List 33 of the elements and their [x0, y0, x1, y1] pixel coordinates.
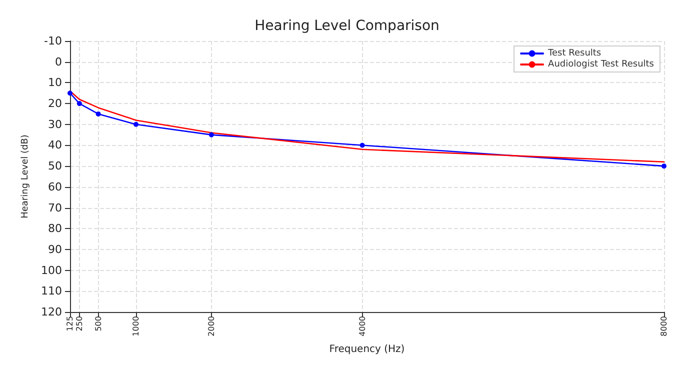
- y-tick-label: 100: [41, 264, 62, 277]
- x-tick-label: 1000: [132, 316, 140, 336]
- y-tick-label: 80: [48, 222, 62, 236]
- y-tick-label: 20: [48, 97, 62, 110]
- legend-label: Audiologist Test Results: [548, 60, 654, 70]
- x-tick-label: 500: [94, 316, 103, 332]
- y-axis-title: Hearing Level (dB): [20, 134, 31, 218]
- y-tick-label: 30: [48, 118, 62, 131]
- y-tick-label: 110: [41, 284, 62, 298]
- y-tick-label: 70: [48, 201, 62, 214]
- y-tick-label: 0: [55, 55, 62, 68]
- legend-label: Test Results: [547, 48, 602, 58]
- y-tick-label: 60: [48, 180, 62, 194]
- point: [76, 101, 82, 106]
- point: [662, 164, 666, 169]
- y-tick-label: 90: [48, 242, 62, 256]
- point: [96, 111, 101, 116]
- x-tick-label: 125: [66, 316, 74, 332]
- point: [134, 122, 138, 127]
- x-tick-label: 250: [74, 316, 84, 332]
- point: [360, 142, 365, 148]
- x-tick-label: 2000: [206, 316, 216, 336]
- y-tick-label: 120: [41, 306, 62, 318]
- x-tick-label: 4000: [358, 316, 367, 336]
- x-axis-title: Frequency (Hz): [329, 344, 405, 355]
- x-tick-label: 8000: [660, 316, 668, 336]
- chart-title: Hearing Level Comparison: [254, 18, 440, 34]
- y-tick-label: 40: [48, 138, 62, 152]
- y-tick-label: -10: [44, 34, 62, 48]
- y-tick-label: 50: [48, 160, 62, 173]
- point: [68, 90, 72, 96]
- y-tick-label: 10: [48, 76, 62, 90]
- point: [208, 132, 214, 138]
